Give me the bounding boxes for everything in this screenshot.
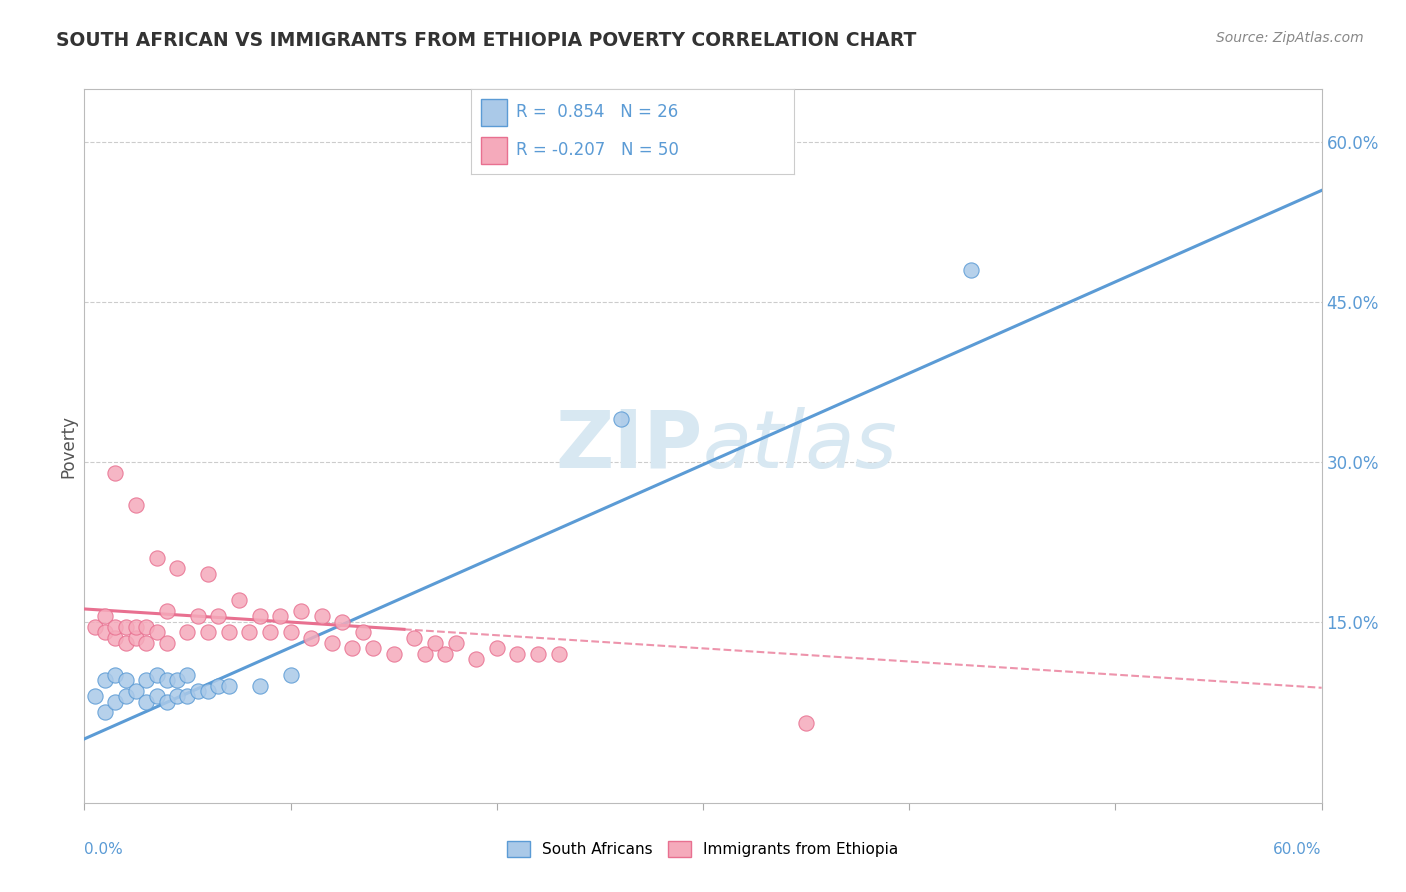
Point [280,668,302,682]
Point [114,690,136,704]
Point [280,625,302,640]
Point [352,625,374,640]
Point [166,561,188,575]
Point [269,609,291,624]
Point [83,620,105,634]
Text: 0.0%: 0.0% [84,842,124,857]
Point [238,625,260,640]
Point [104,631,127,645]
Point [104,466,127,480]
Point [166,673,188,688]
Point [187,609,209,624]
Point [94,609,117,624]
Point [94,625,117,640]
Point [361,641,384,656]
Point [156,604,179,618]
Point [299,631,322,645]
Point [342,641,364,656]
Point [156,673,179,688]
Point [125,498,148,512]
Point [145,550,167,565]
Legend: South Africans, Immigrants from Ethiopia: South Africans, Immigrants from Ethiopia [501,835,905,863]
Point [135,636,157,650]
Point [187,684,209,698]
Point [960,263,983,277]
Point [156,636,179,650]
Text: R =  0.854   N = 26: R = 0.854 N = 26 [516,103,679,121]
Point [485,641,508,656]
Point [94,706,117,720]
Point [547,647,569,661]
Point [176,668,198,682]
Point [145,690,167,704]
Point [382,647,405,661]
Text: R = -0.207   N = 50: R = -0.207 N = 50 [516,141,679,159]
Point [104,620,127,634]
Point [218,679,240,693]
Point [135,673,157,688]
Text: 60.0%: 60.0% [1274,842,1322,857]
Point [156,695,179,709]
Point [321,636,343,650]
Point [83,690,105,704]
Point [197,625,219,640]
Point [166,690,188,704]
Point [135,695,157,709]
Point [145,668,167,682]
Bar [481,98,506,126]
Point [125,631,148,645]
Point [465,652,488,666]
Point [249,609,271,624]
Point [114,620,136,634]
Point [506,647,529,661]
Text: Source: ZipAtlas.com: Source: ZipAtlas.com [1216,31,1364,45]
Point [197,684,219,698]
Point [527,647,550,661]
Point [94,673,117,688]
Point [330,615,353,629]
Point [104,695,127,709]
Point [423,636,446,650]
Point [249,679,271,693]
Point [794,715,817,730]
Point [114,636,136,650]
Text: atlas: atlas [703,407,898,485]
Point [176,690,198,704]
Point [207,679,229,693]
Point [609,412,631,426]
Y-axis label: Poverty: Poverty [59,415,77,477]
Point [404,631,426,645]
Point [145,625,167,640]
Point [197,566,219,581]
Point [311,609,333,624]
Bar [481,136,506,164]
Point [290,604,312,618]
Point [228,593,250,607]
Point [413,647,436,661]
Point [125,620,148,634]
Point [434,647,457,661]
Text: ZIP: ZIP [555,407,703,485]
Point [104,668,127,682]
Point [218,625,240,640]
Point [125,684,148,698]
Point [135,620,157,634]
Text: SOUTH AFRICAN VS IMMIGRANTS FROM ETHIOPIA POVERTY CORRELATION CHART: SOUTH AFRICAN VS IMMIGRANTS FROM ETHIOPI… [56,31,917,50]
Point [114,673,136,688]
Point [259,625,281,640]
Point [444,636,467,650]
Point [176,625,198,640]
Point [207,609,229,624]
